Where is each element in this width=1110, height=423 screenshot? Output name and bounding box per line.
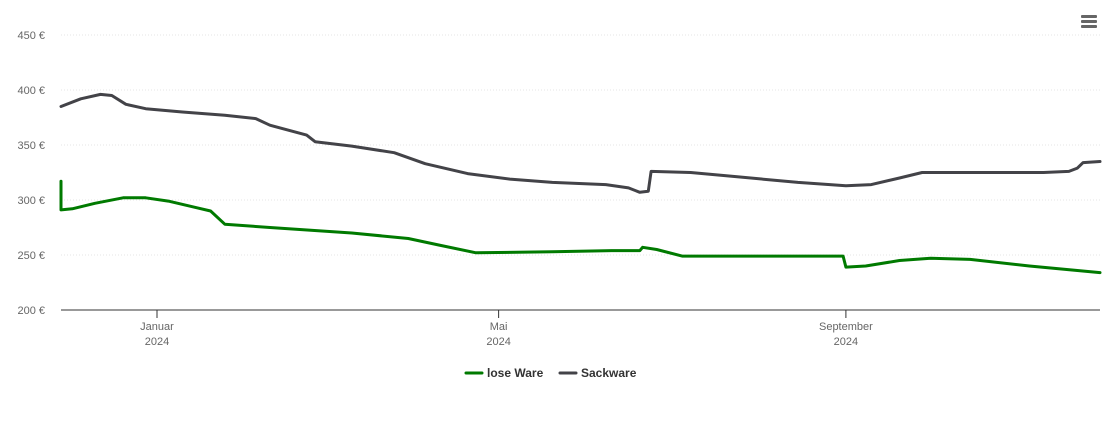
legend-item-lose-ware[interactable]: lose Ware [464,366,544,380]
x-tick-label-month: Januar [140,321,174,333]
y-tick-label: 450 € [17,30,45,42]
x-tick-label-year: 2024 [486,336,510,348]
legend[interactable]: lose Ware Sackware [464,366,637,380]
x-tick-label-month: September [819,321,873,333]
series-line-lose-ware[interactable] [59,179,1102,275]
y-tick-label: 350 € [17,140,45,152]
y-tick-label: 300 € [17,195,45,207]
y-axis: 200 € 250 € 300 € 350 € 400 € 450 € [17,30,45,317]
legend-item-sackware[interactable]: Sackware [558,366,637,380]
x-tick-label-year: 2024 [834,336,858,348]
x-tick-label-year: 2024 [145,336,169,348]
x-axis: Januar 2024 Mai 2024 September 2024 [61,309,1100,348]
y-tick-label: 400 € [17,85,45,97]
series-lines [59,92,1102,275]
hamburger-menu-icon[interactable] [1076,10,1102,34]
legend-label: lose Ware [487,366,544,380]
grid-lines [61,34,1100,256]
legend-label: Sackware [581,366,637,380]
y-tick-label: 250 € [17,250,45,262]
y-tick-label: 200 € [17,305,45,317]
series-line-sackware[interactable] [59,92,1102,194]
x-tick-label-month: Mai [490,321,508,333]
